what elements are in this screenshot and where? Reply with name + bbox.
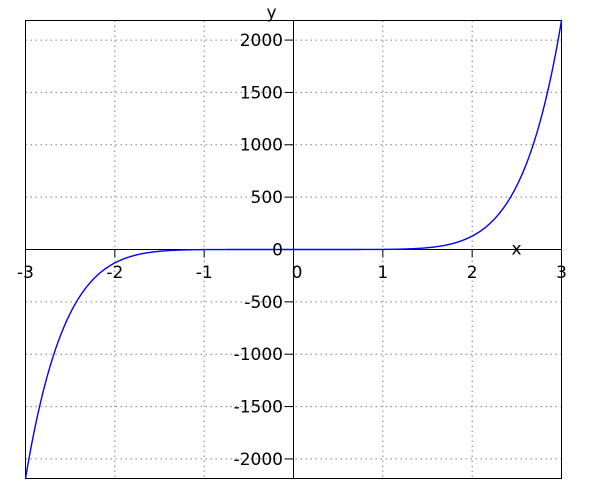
curve-x-to-the-7: [24, 19, 563, 480]
y-tick-label: 1000: [240, 136, 283, 156]
x-tick-label: -3: [17, 263, 34, 283]
y-tick-label: -1500: [234, 398, 283, 418]
x-tick-label: 1: [377, 263, 388, 283]
y-tick-label: 1500: [240, 83, 283, 103]
x-tick-label: -1: [196, 263, 213, 283]
y-tick-label: -500: [244, 293, 283, 313]
y-tick-label: -1000: [234, 345, 283, 365]
x-tick-label: 2: [467, 263, 478, 283]
x-tick-label: 3: [556, 263, 567, 283]
x-tick-label: 0: [292, 263, 303, 283]
tick-label-layer: -3 -2 -1 0 1 2 3 -2000 -1500 -1000 -500 0 500 1000 150…: [17, 31, 567, 470]
y-tick-label: 500: [251, 188, 283, 208]
x-axis-label: x: [511, 240, 521, 260]
x-tick-label: -2: [106, 263, 123, 283]
y-tick-label: -2000: [234, 450, 283, 470]
y-axis-label: y: [266, 3, 276, 23]
y-tick-label: 2000: [240, 31, 283, 51]
grid-layer: [25, 20, 562, 479]
y-tick-label: 0: [272, 240, 283, 260]
